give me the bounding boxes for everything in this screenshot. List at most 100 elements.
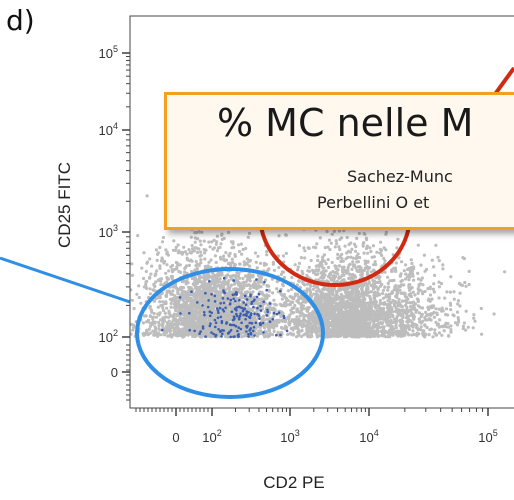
event-dot <box>436 255 440 259</box>
event-dot <box>140 266 144 270</box>
event-dot <box>431 287 435 291</box>
event-dot <box>398 274 402 278</box>
event-dot <box>340 306 344 310</box>
event-dot <box>170 267 174 272</box>
event-dot <box>337 264 341 268</box>
event-dot <box>171 315 176 320</box>
event-dot <box>402 269 406 273</box>
event-dot <box>433 273 437 277</box>
event-dot <box>296 265 300 269</box>
event-dot <box>333 326 337 330</box>
event-dot <box>256 323 260 327</box>
event-dot <box>293 292 297 296</box>
event-dot <box>200 230 204 234</box>
event-dot <box>298 322 302 326</box>
event-dot <box>152 282 156 286</box>
event-dot <box>430 297 434 301</box>
event-dot <box>210 275 214 279</box>
event-dot <box>260 297 264 301</box>
event-dot <box>177 249 181 253</box>
event-dot <box>458 291 462 295</box>
event-dot <box>182 334 186 338</box>
event-dot <box>330 232 334 236</box>
event-dot <box>275 287 279 291</box>
event-dot <box>161 300 165 304</box>
event-dot <box>186 333 190 337</box>
event-dot <box>370 255 374 259</box>
panel-label: d) <box>6 4 35 37</box>
event-dot <box>421 290 425 294</box>
event-dot <box>330 329 334 333</box>
event-dot <box>248 297 252 301</box>
event-dot <box>202 318 206 323</box>
event-dot <box>382 325 386 329</box>
event-dot <box>238 276 242 280</box>
event-dot <box>274 303 278 307</box>
event-dot <box>161 306 165 310</box>
event-dot <box>199 296 203 300</box>
event-dot <box>276 330 280 334</box>
event-dot <box>371 244 376 248</box>
event-dot <box>277 234 281 238</box>
event-dot <box>168 333 172 337</box>
event-dot <box>284 233 288 237</box>
event-dot <box>228 292 232 297</box>
event-dot <box>185 314 189 318</box>
event-dot <box>394 322 398 326</box>
event-dot <box>212 306 216 310</box>
event-dot <box>191 312 195 316</box>
event-dot <box>292 326 296 330</box>
event-dot <box>367 281 371 285</box>
event-dot <box>448 290 452 294</box>
event-dot <box>373 260 377 264</box>
event-dot <box>177 321 181 325</box>
event-dot <box>472 313 476 317</box>
event-dot <box>177 269 181 274</box>
event-dot <box>369 314 373 318</box>
event-dot <box>161 316 166 320</box>
event-dot <box>219 271 223 275</box>
event-dot <box>229 277 233 281</box>
event-dot <box>233 262 237 267</box>
event-dot <box>173 267 177 271</box>
event-dot <box>209 300 213 304</box>
event-dot <box>341 273 345 277</box>
event-dot <box>492 312 496 316</box>
event-dot <box>361 295 365 299</box>
event-dot <box>387 296 391 300</box>
event-dot <box>434 307 438 311</box>
event-dot <box>408 288 412 292</box>
event-dot <box>359 282 364 286</box>
event-dot <box>201 280 205 284</box>
event-dot <box>409 258 413 262</box>
event-dot <box>325 304 329 308</box>
event-dot <box>159 318 163 322</box>
event-dot <box>235 271 239 275</box>
event-dot <box>350 273 354 277</box>
event-dot <box>154 280 158 284</box>
event-dot <box>151 315 155 319</box>
event-dot <box>270 277 274 281</box>
event-dot <box>203 251 207 255</box>
event-dot <box>446 321 450 326</box>
event-dot <box>300 269 304 273</box>
event-dot <box>461 327 465 331</box>
event-dot <box>413 308 417 312</box>
event-dot <box>204 311 208 315</box>
event-dot <box>153 273 157 278</box>
event-dot <box>205 325 209 329</box>
event-dot <box>447 334 451 338</box>
event-dot <box>386 281 390 285</box>
event-dot <box>424 267 429 272</box>
event-dot <box>168 312 172 316</box>
event-dot <box>336 272 340 276</box>
event-dot <box>181 250 185 255</box>
event-dot <box>438 318 442 322</box>
event-dot <box>267 328 271 332</box>
event-dot <box>265 283 269 287</box>
event-dot <box>427 317 431 321</box>
event-dot <box>166 334 170 338</box>
event-dot <box>316 269 320 273</box>
event-dot <box>231 240 235 244</box>
event-dot <box>246 235 250 239</box>
